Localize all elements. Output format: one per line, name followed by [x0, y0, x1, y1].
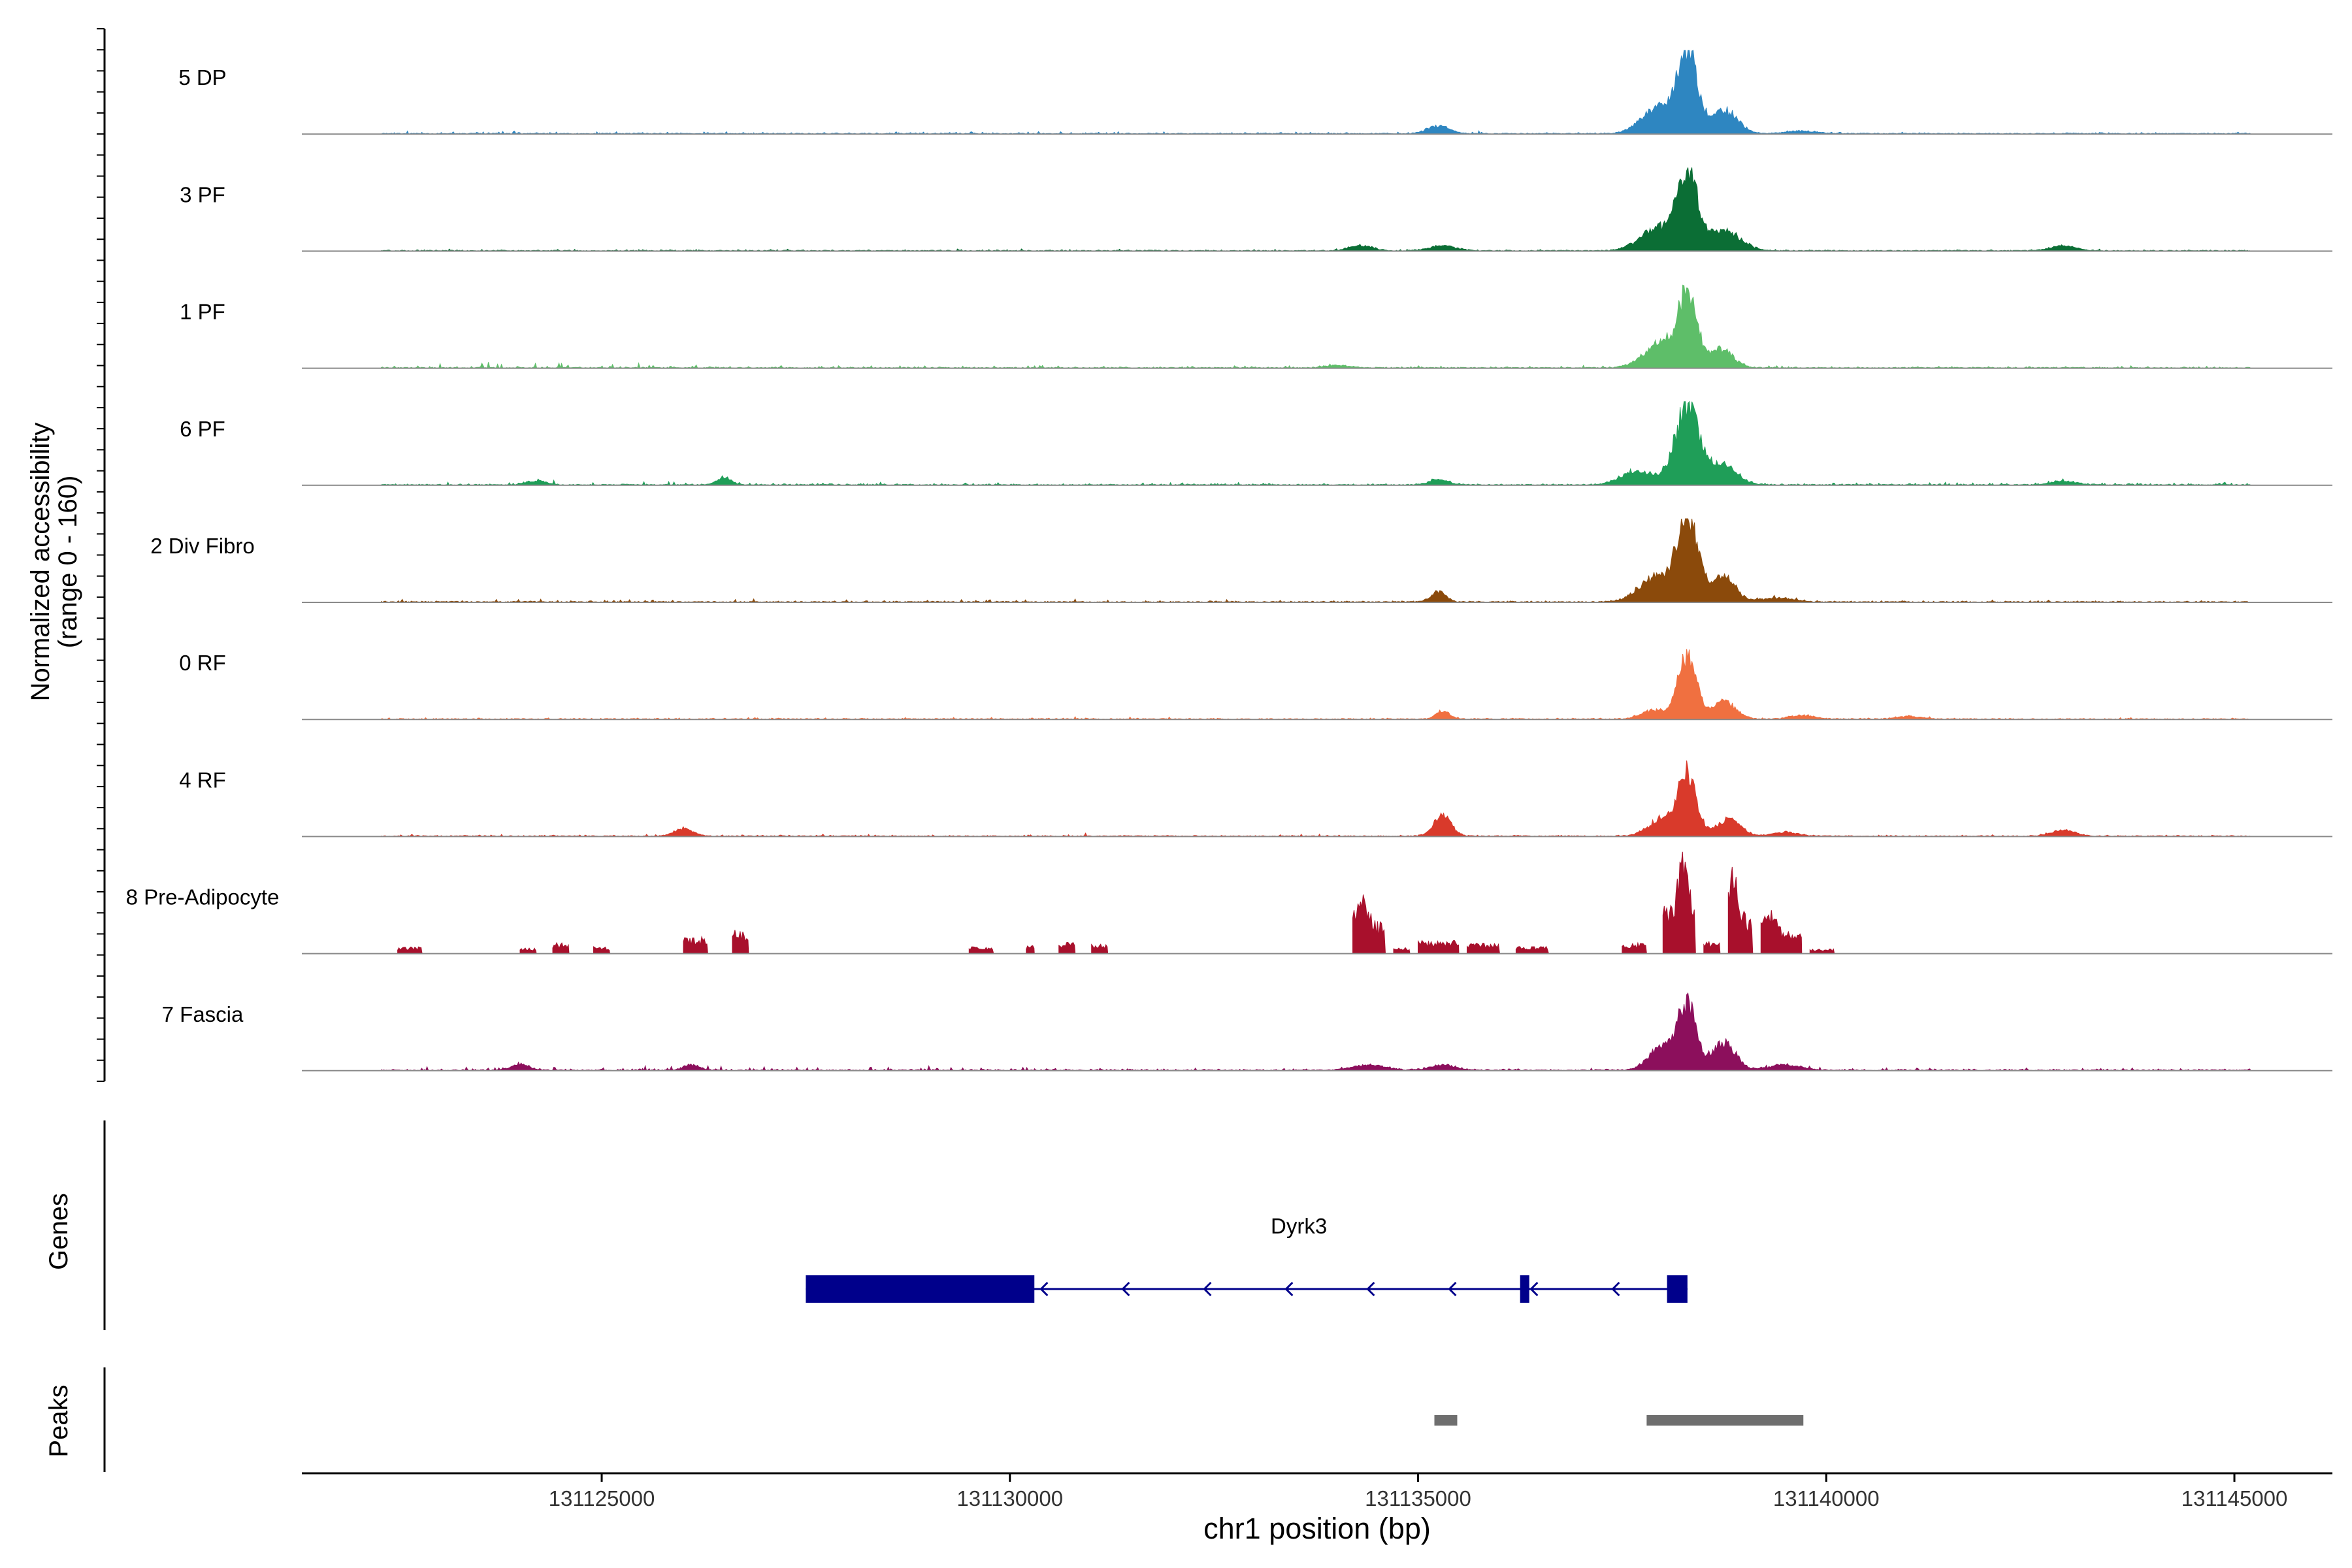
coverage-area: [381, 400, 2252, 486]
strand-arrow: [1448, 1281, 1457, 1297]
gene-annotation-panel: Dyrk3: [806, 1214, 1688, 1303]
track-8-pre-adipocyte: 8 Pre-Adipocyte: [126, 851, 2332, 955]
coverage-block: [552, 941, 570, 955]
track-5-dp: 5 DP: [178, 50, 2332, 135]
coverage-y-axis-ticks: [97, 28, 105, 1082]
coverage-tracks: 5 DP 3 PF 1 PF 6 PF 2 Div Fibro 0 RF 4 RF 8 Pre…: [126, 50, 2332, 1071]
coverage-block: [1418, 939, 1460, 955]
x-tick-label: 131125000: [549, 1486, 655, 1511]
coverage-area: [381, 992, 2251, 1071]
coverage-area: [381, 760, 2251, 838]
track-label: 8 Pre-Adipocyte: [126, 885, 280, 909]
track-0-rf: 0 RF: [179, 649, 2332, 721]
coverage-block: [1809, 948, 1835, 955]
strand-arrow: [1121, 1281, 1130, 1297]
coverage-block: [1058, 941, 1076, 955]
peaks-panel-label: Peaks: [44, 1384, 73, 1457]
x-axis-title: chr1 position (bp): [1203, 1512, 1431, 1545]
coverage-block: [1393, 947, 1411, 955]
track-1-pf: 1 PF: [180, 284, 2332, 369]
track-label: 0 RF: [179, 651, 226, 675]
track-label: 1 PF: [180, 300, 225, 324]
strand-arrow: [1203, 1281, 1212, 1297]
track-label: 3 PF: [180, 182, 225, 206]
coverage-area: [381, 167, 2251, 252]
strand-arrow: [1611, 1281, 1620, 1297]
gene-exon: [1667, 1275, 1688, 1303]
strand-arrow: [1529, 1281, 1539, 1297]
peak-regions-panel: [1434, 1415, 1804, 1426]
gene-exon: [806, 1275, 1035, 1303]
coverage-block: [1091, 943, 1109, 955]
x-tick-label: 131130000: [956, 1486, 1063, 1511]
track-3-pf: 3 PF: [180, 167, 2332, 252]
coverage-block: [1622, 941, 1647, 955]
gene-name-label: Dyrk3: [1271, 1214, 1327, 1238]
track-6-pf: 6 PF: [180, 400, 2332, 486]
peak-region: [1646, 1415, 1804, 1426]
x-tick-label: 131135000: [1365, 1486, 1471, 1511]
y-axis-label-line1: Normalized accessibility: [26, 423, 55, 702]
strand-arrow: [1039, 1281, 1049, 1297]
track-label: 4 RF: [179, 768, 226, 792]
x-axis-ticks: 131125000 131130000 131135000 131140000 1311…: [549, 1473, 2288, 1511]
coverage-block: [732, 930, 749, 955]
coverage-block: [519, 947, 537, 955]
coverage-area: [381, 649, 2251, 720]
coverage-block: [1515, 945, 1550, 955]
coverage-block: [593, 946, 611, 955]
coverage-block: [1703, 940, 1721, 955]
coverage-area: [381, 284, 2252, 369]
genes-panel-label: Genes: [44, 1193, 73, 1270]
coverage-block: [1760, 910, 1803, 955]
track-4-rf: 4 RF: [179, 760, 2332, 838]
y-axis-label-line2: (range 0 - 160): [54, 476, 82, 649]
coverage-block: [1727, 866, 1754, 955]
coverage-block: [968, 946, 994, 955]
coverage-block: [1352, 894, 1386, 955]
track-label: 2 Div Fibro: [150, 534, 255, 558]
x-tick-label: 131140000: [1773, 1486, 1880, 1511]
track-2-div-fibro: 2 Div Fibro: [150, 518, 2332, 603]
track-label: 5 DP: [178, 65, 226, 90]
track-label: 6 PF: [180, 417, 225, 441]
coverage-area: [381, 50, 2252, 135]
peak-region: [1434, 1415, 1458, 1426]
y-axis-label: Normalized accessibility (range 0 - 160): [26, 423, 82, 702]
coverage-block: [1026, 945, 1035, 955]
x-tick-label: 131145000: [2181, 1486, 2288, 1511]
coverage-area: [381, 518, 2251, 603]
coverage-block: [1466, 943, 1501, 955]
coverage-block: [683, 936, 708, 955]
strand-arrow: [1284, 1281, 1294, 1297]
coverage-block: [397, 946, 423, 955]
gene-exon: [1520, 1275, 1529, 1303]
track-7-fascia: 7 Fascia: [162, 992, 2332, 1071]
coverage-block: [1662, 851, 1696, 955]
strand-arrow: [1366, 1281, 1375, 1297]
track-label: 7 Fascia: [162, 1002, 244, 1026]
